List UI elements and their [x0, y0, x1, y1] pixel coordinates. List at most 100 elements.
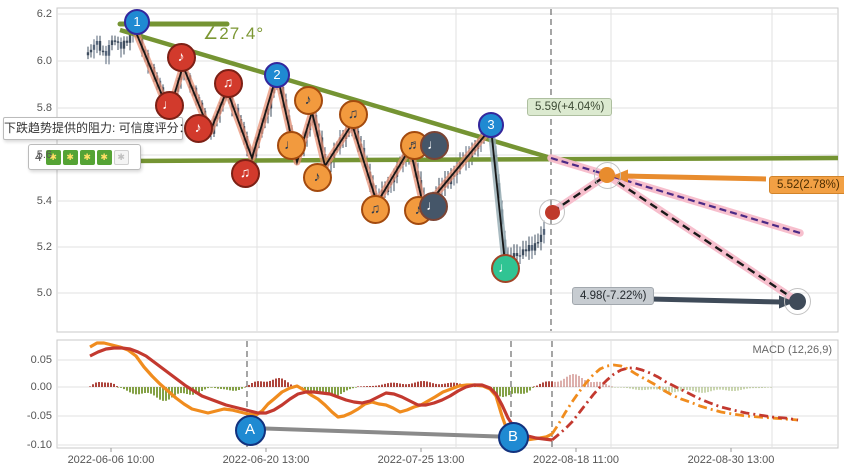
hist-bar — [713, 387, 715, 391]
hist-bar — [761, 387, 763, 389]
hist-bar — [665, 387, 667, 392]
hist-bar — [126, 387, 128, 391]
hist-bar — [734, 387, 736, 391]
forecast-mid-point-dot[interactable] — [599, 167, 615, 183]
hist-bar — [337, 387, 339, 396]
note-marker-orange[interactable]: ♪ — [302, 162, 332, 192]
dark-arrow-shaft — [649, 296, 782, 305]
wave-marker-3[interactable]: 3 — [478, 112, 504, 138]
hist-bar — [686, 387, 688, 390]
y-axis-label: 5.6 — [36, 149, 52, 161]
forecast-line-down[interactable] — [606, 173, 798, 303]
drop-line[interactable] — [490, 127, 506, 264]
hist-bar — [752, 387, 754, 389]
hist-bar — [360, 386, 362, 387]
hist-bar — [198, 387, 200, 393]
hist-bar — [447, 383, 449, 387]
note-marker-dark[interactable]: ♩ — [418, 191, 448, 221]
hist-bar — [104, 382, 106, 387]
note-marker-red[interactable]: ♪ — [183, 113, 213, 143]
macd-legend: MACD (12,26,9) — [752, 344, 832, 356]
hist-bar — [352, 387, 354, 389]
hist-bar — [728, 387, 730, 391]
rating-icon-empty: ✱ — [113, 149, 129, 165]
macd-marker-a[interactable]: A — [234, 414, 266, 446]
hist-bar — [177, 387, 179, 394]
forecast-mid-point[interactable] — [593, 161, 621, 189]
candle-body — [515, 253, 519, 257]
hist-bar — [269, 380, 271, 387]
zigzag-line[interactable] — [134, 29, 492, 211]
note-marker-red[interactable]: ♫ — [230, 158, 260, 188]
note-marker-orange[interactable]: ♪ — [293, 85, 323, 115]
hist-bar — [331, 387, 333, 396]
rating-icons: ✱ ✱ ✱ ✱ ✱ — [45, 149, 130, 165]
hist-bar — [204, 387, 206, 390]
y-axis-label: 6.0 — [36, 55, 52, 67]
macd-marker-b[interactable]: B — [497, 421, 529, 453]
x-axis-label: 2022-08-30 13:00 — [687, 454, 775, 466]
price-forecast-label: 4.98(-7.22%) — [572, 287, 655, 305]
hist-bar — [722, 387, 724, 390]
price-forecast-label: 5.52(2.78%) — [769, 176, 844, 194]
candle-body — [125, 40, 129, 43]
note-marker-red[interactable]: ♫ — [213, 68, 243, 98]
hist-bar — [156, 387, 158, 398]
wave-marker-2[interactable]: 2 — [264, 62, 290, 88]
hist-bar — [569, 374, 571, 387]
note-marker-orange[interactable]: ♩ — [276, 130, 306, 160]
hist-bar — [260, 381, 262, 387]
forecast-origin-point-dot[interactable] — [544, 204, 560, 220]
candle-body — [107, 45, 111, 56]
hist-bar — [647, 387, 649, 390]
candle-body — [518, 255, 522, 257]
hist-bar — [325, 387, 327, 394]
candle-body — [524, 249, 528, 252]
hist-bar — [505, 387, 507, 397]
hist-bar — [254, 381, 256, 387]
hist-bar — [189, 387, 191, 395]
macd-dea-forecast — [551, 366, 799, 442]
wave-marker-1[interactable]: 1 — [124, 9, 150, 35]
hist-bar — [719, 387, 721, 390]
forecast-end-point[interactable] — [783, 287, 811, 315]
hist-bar — [716, 387, 718, 390]
hist-bar — [399, 383, 401, 387]
forecast-end-point-dot[interactable] — [788, 292, 806, 310]
hist-bar — [638, 387, 640, 391]
hist-bar — [770, 387, 772, 388]
hist-bar — [438, 384, 440, 387]
candle-body — [95, 40, 99, 45]
note-marker-dark[interactable]: ♩ — [419, 130, 449, 160]
candle-body — [530, 245, 534, 251]
ab-connector-line[interactable] — [248, 426, 515, 439]
hist-bar — [539, 383, 541, 387]
hist-bar — [653, 387, 655, 390]
hist-bar — [266, 381, 268, 387]
note-marker-orange[interactable]: ♫ — [360, 194, 390, 224]
hist-bar — [557, 381, 559, 387]
note-marker-green[interactable]: ♩ — [490, 253, 520, 283]
hist-bar — [92, 384, 94, 387]
candle-body — [536, 241, 540, 244]
forecast-origin-point[interactable] — [539, 199, 565, 225]
hist-bar — [629, 387, 631, 389]
hist-bar — [171, 387, 173, 398]
hist-bar — [366, 386, 368, 387]
hist-bar — [414, 382, 416, 387]
hist-bar — [529, 387, 531, 391]
hist-bar — [677, 387, 679, 392]
hist-bar — [635, 387, 637, 390]
hist-bar — [689, 387, 691, 391]
hist-bar — [153, 387, 155, 396]
note-marker-orange[interactable]: ♫ — [338, 99, 368, 129]
hist-bar — [749, 387, 751, 389]
hist-bar — [599, 381, 601, 387]
hist-bar — [444, 383, 446, 387]
note-marker-red[interactable]: ♩ — [154, 90, 184, 120]
hist-bar — [575, 374, 577, 387]
note-marker-red[interactable]: ♪ — [166, 42, 196, 72]
hist-bar — [357, 386, 359, 387]
hist-bar — [378, 385, 380, 387]
hist-bar — [310, 387, 312, 393]
